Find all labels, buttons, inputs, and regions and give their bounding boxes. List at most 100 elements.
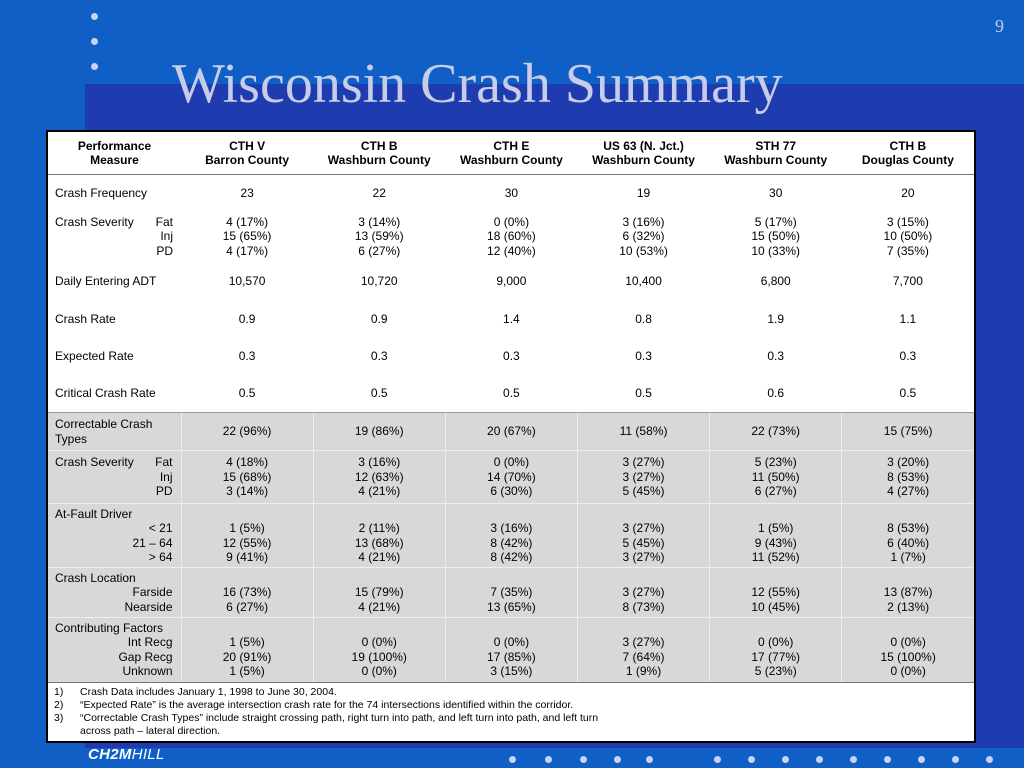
cell: 0.3	[238, 348, 256, 363]
row-label: Expected Rate	[55, 348, 134, 363]
footer-dot	[850, 756, 857, 763]
table-row: Crash Severity Fat Inj PD 4 (18%) 15 (68%)…	[48, 450, 974, 504]
footer-dot	[782, 756, 789, 763]
cell: 4 (18%) 15 (68%) 3 (14%)	[180, 450, 314, 504]
company-logo: CH2MHILL	[88, 746, 165, 763]
cell: 3 (20%) 8 (53%) 4 (27%)	[841, 450, 974, 504]
cell: 19 (86%)	[312, 412, 446, 451]
table-row: Crash Location Farside Nearside 16 (73%)…	[48, 567, 974, 618]
cell: 30	[769, 185, 783, 200]
cell: 22	[372, 185, 386, 200]
row-label: Crash Frequency	[55, 185, 148, 200]
cell: 9,000	[496, 274, 527, 289]
page-number: 9	[995, 16, 1004, 36]
cell: 10,570	[228, 274, 266, 289]
cell: 1 (5%) 9 (43%) 11 (52%)	[709, 503, 842, 568]
bullet-dot	[91, 13, 98, 20]
footer-dot	[509, 756, 516, 763]
cell: 22 (96%)	[180, 412, 314, 451]
cell: 3 (27%) 3 (27%) 5 (45%)	[576, 450, 710, 504]
row-label: At-Fault Driver < 21 21 – 64 > 64	[48, 503, 181, 568]
footer-dot	[884, 756, 891, 763]
cell: 0.3	[635, 348, 652, 363]
footnote: across path – lateral direction.	[80, 724, 221, 737]
cell: 1.4	[503, 311, 520, 326]
slide-title: Wisconsin Crash Summary	[172, 53, 783, 115]
cell: 10,720	[360, 274, 398, 289]
cell: 4 (17%) 15 (65%) 4 (17%)	[222, 214, 272, 258]
table-row: At-Fault Driver < 21 21 – 64 > 64 1 (5%)…	[48, 503, 974, 568]
cell: 2 (11%) 13 (68%) 4 (21%)	[312, 503, 446, 568]
footer-dot	[580, 756, 587, 763]
header-col: CTH B Washburn County	[313, 132, 446, 175]
cell: 0.9	[370, 311, 388, 326]
cell: 0.5	[238, 386, 256, 400]
cell: 0.5	[370, 386, 388, 400]
footnote: 2) “Expected Rate” is the average interse…	[54, 698, 574, 711]
row-label: Crash Severity Fat Inj PD	[48, 450, 181, 504]
cell: 19	[636, 185, 651, 200]
cell: 3 (16%) 12 (63%) 4 (21%)	[312, 450, 446, 504]
table-row: Critical Crash Rate 0.5 0.5 0.5 0.5 0.6 …	[48, 375, 974, 413]
cell: 7,700	[892, 274, 923, 289]
cell: 3 (16%) 6 (32%) 10 (53%)	[619, 214, 668, 258]
cell: 12 (55%) 10 (45%)	[709, 567, 842, 618]
cell: 0.6	[767, 386, 785, 400]
cell: 3 (16%) 8 (42%) 8 (42%)	[444, 503, 578, 568]
crash-summary-table: Performance Measure CTH V Barron County CT…	[46, 130, 976, 743]
cell: 10,400	[625, 274, 662, 289]
row-label: Daily Entering ADT	[55, 274, 157, 289]
row-label: Correctable Crash Types	[48, 412, 181, 451]
row-label: Crash Location Farside Nearside	[48, 567, 181, 618]
cell: 0.3	[767, 348, 785, 363]
cell: 0 (0%) 19 (100%) 0 (0%)	[312, 617, 446, 682]
cell: 15 (75%)	[841, 412, 974, 451]
cell: 3 (14%) 13 (59%) 6 (27%)	[354, 214, 404, 258]
cell: 3 (15%) 10 (50%) 7 (35%)	[883, 214, 933, 258]
cell: 0 (0%) 17 (85%) 3 (15%)	[444, 617, 578, 682]
footer-dot	[952, 756, 959, 763]
cell: 0.9	[238, 311, 256, 326]
footer-dot	[714, 756, 721, 763]
footer-dot	[816, 756, 823, 763]
table-row: Daily Entering ADT 10,570 10,720 9,000 1…	[48, 263, 974, 301]
cell: 0 (0%) 15 (100%) 0 (0%)	[841, 617, 974, 682]
cell: 0.5	[503, 386, 520, 400]
table-row: Crash Frequency 23 22 30 19 30 20	[48, 175, 974, 211]
cell: 0.3	[899, 348, 917, 363]
bullet-dot	[91, 63, 98, 70]
cell: 0.8	[635, 311, 652, 326]
cell: 11 (58%)	[576, 412, 710, 451]
row-label: Crash Severity Fat Inj PD	[55, 214, 173, 258]
cell: 22 (73%)	[709, 412, 842, 451]
cell: 5 (17%) 15 (50%) 10 (33%)	[751, 214, 801, 258]
footnote: 1) Crash Data includes January 1, 1998 to…	[54, 685, 337, 698]
cell: 3 (27%) 5 (45%) 3 (27%)	[576, 503, 710, 568]
header-col: CTH V Barron County	[181, 132, 314, 175]
row-label: Crash Rate	[55, 311, 116, 326]
table-row: Correctable Crash Types 22 (96%) 19 (86%…	[48, 412, 974, 451]
cell: 0.3	[503, 348, 520, 363]
header-col: CTH B Douglas County	[841, 132, 974, 175]
cell: 1.9	[767, 311, 785, 326]
cell: 0 (0%) 17 (77%) 5 (23%)	[709, 617, 842, 682]
cell: 0.5	[635, 386, 652, 400]
footer-dot	[986, 756, 993, 763]
cell: 13 (87%) 2 (13%)	[841, 567, 974, 618]
row-label: Critical Crash Rate	[55, 386, 156, 400]
cell: 8 (53%) 6 (40%) 1 (7%)	[841, 503, 974, 568]
footer-dot	[748, 756, 755, 763]
table-header-row: Performance Measure CTH V Barron County CT…	[48, 132, 974, 175]
cell: 20	[901, 185, 915, 200]
cell: 6,800	[760, 274, 791, 289]
footer-dot	[614, 756, 621, 763]
footer-dot	[918, 756, 925, 763]
cell: 7 (35%) 13 (65%)	[444, 567, 578, 618]
cell: 30	[504, 185, 519, 200]
footnote: 3) “Correctable Crash Types” include stra…	[54, 711, 599, 724]
header-measure: Performance Measure	[48, 132, 181, 175]
footer-dot	[646, 756, 653, 763]
header-col: US 63 (N. Jct.) Washburn County	[577, 132, 710, 175]
cell: 0.5	[899, 386, 917, 400]
bullet-dot	[91, 38, 98, 45]
